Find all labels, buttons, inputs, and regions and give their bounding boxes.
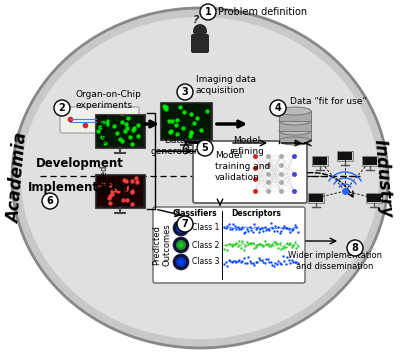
Text: Academia: Academia [5, 132, 31, 224]
Bar [363, 157, 377, 165]
Text: Model
training and
validation: Model training and validation [215, 151, 270, 182]
Text: Data
generation: Data generation [150, 136, 200, 156]
Circle shape [177, 84, 193, 100]
Text: Treated: Treated [100, 165, 109, 197]
Ellipse shape [279, 117, 311, 125]
Text: Wider implementation
and dissemination: Wider implementation and dissemination [288, 251, 382, 271]
Ellipse shape [279, 137, 311, 145]
FancyBboxPatch shape [193, 141, 307, 203]
Bar [309, 194, 323, 202]
FancyBboxPatch shape [60, 107, 139, 133]
Circle shape [176, 223, 186, 233]
Bar [312, 156, 328, 166]
Circle shape [54, 100, 70, 116]
Ellipse shape [279, 107, 311, 115]
Text: Class 3: Class 3 [192, 257, 219, 267]
Text: 8: 8 [352, 243, 358, 253]
Ellipse shape [12, 8, 388, 348]
Text: 5: 5 [202, 143, 209, 153]
Circle shape [178, 260, 184, 265]
Circle shape [173, 254, 189, 270]
Circle shape [178, 242, 184, 247]
Circle shape [42, 193, 58, 209]
FancyBboxPatch shape [153, 207, 305, 283]
Circle shape [347, 240, 363, 256]
Text: Control: Control [100, 113, 109, 143]
Circle shape [173, 220, 189, 236]
Bar [95, 114, 145, 148]
Circle shape [200, 4, 216, 20]
Bar [160, 102, 212, 140]
Text: Industry: Industry [371, 138, 395, 218]
Ellipse shape [279, 127, 311, 135]
Text: Class 1: Class 1 [192, 224, 219, 232]
Bar [362, 156, 378, 166]
Text: Data “fit for use”: Data “fit for use” [290, 96, 367, 105]
Circle shape [177, 216, 193, 232]
Circle shape [178, 225, 184, 230]
Text: Descriptors: Descriptors [231, 209, 281, 219]
Bar [97, 116, 143, 146]
Bar [95, 174, 145, 208]
Circle shape [176, 257, 186, 267]
Text: Class 2: Class 2 [192, 241, 219, 250]
Text: Classifiers: Classifiers [173, 209, 217, 219]
Text: Implementation: Implementation [28, 182, 132, 194]
Text: Predicted
Outcomes: Predicted Outcomes [152, 224, 172, 266]
Text: 3: 3 [182, 87, 188, 97]
Bar [308, 193, 324, 203]
Text: 2: 2 [59, 103, 65, 113]
Text: Organ-on-Chip
experiments: Organ-on-Chip experiments [75, 90, 141, 110]
Bar [162, 104, 210, 138]
Bar [366, 193, 382, 203]
Bar [338, 152, 352, 160]
Text: ?: ? [204, 12, 209, 21]
Bar [313, 157, 327, 165]
Circle shape [197, 140, 213, 156]
Circle shape [176, 240, 186, 250]
Text: 1: 1 [205, 7, 211, 17]
Circle shape [173, 237, 189, 253]
Ellipse shape [21, 17, 379, 339]
Text: 6: 6 [47, 196, 53, 206]
Text: Imaging data
acquisition: Imaging data acquisition [196, 75, 256, 95]
Circle shape [193, 24, 207, 38]
Text: 7: 7 [182, 219, 188, 229]
Bar [279, 131, 311, 141]
FancyBboxPatch shape [191, 34, 209, 53]
Text: ?: ? [193, 15, 199, 25]
Bar [337, 151, 353, 161]
Text: Model
refining: Model refining [229, 136, 264, 156]
Text: Development: Development [36, 157, 124, 171]
Bar [367, 194, 381, 202]
Text: Problem definition: Problem definition [218, 7, 307, 17]
Text: 4: 4 [275, 103, 282, 113]
Bar [279, 121, 311, 131]
Bar [97, 176, 143, 206]
Circle shape [270, 100, 286, 116]
Bar [279, 111, 311, 121]
